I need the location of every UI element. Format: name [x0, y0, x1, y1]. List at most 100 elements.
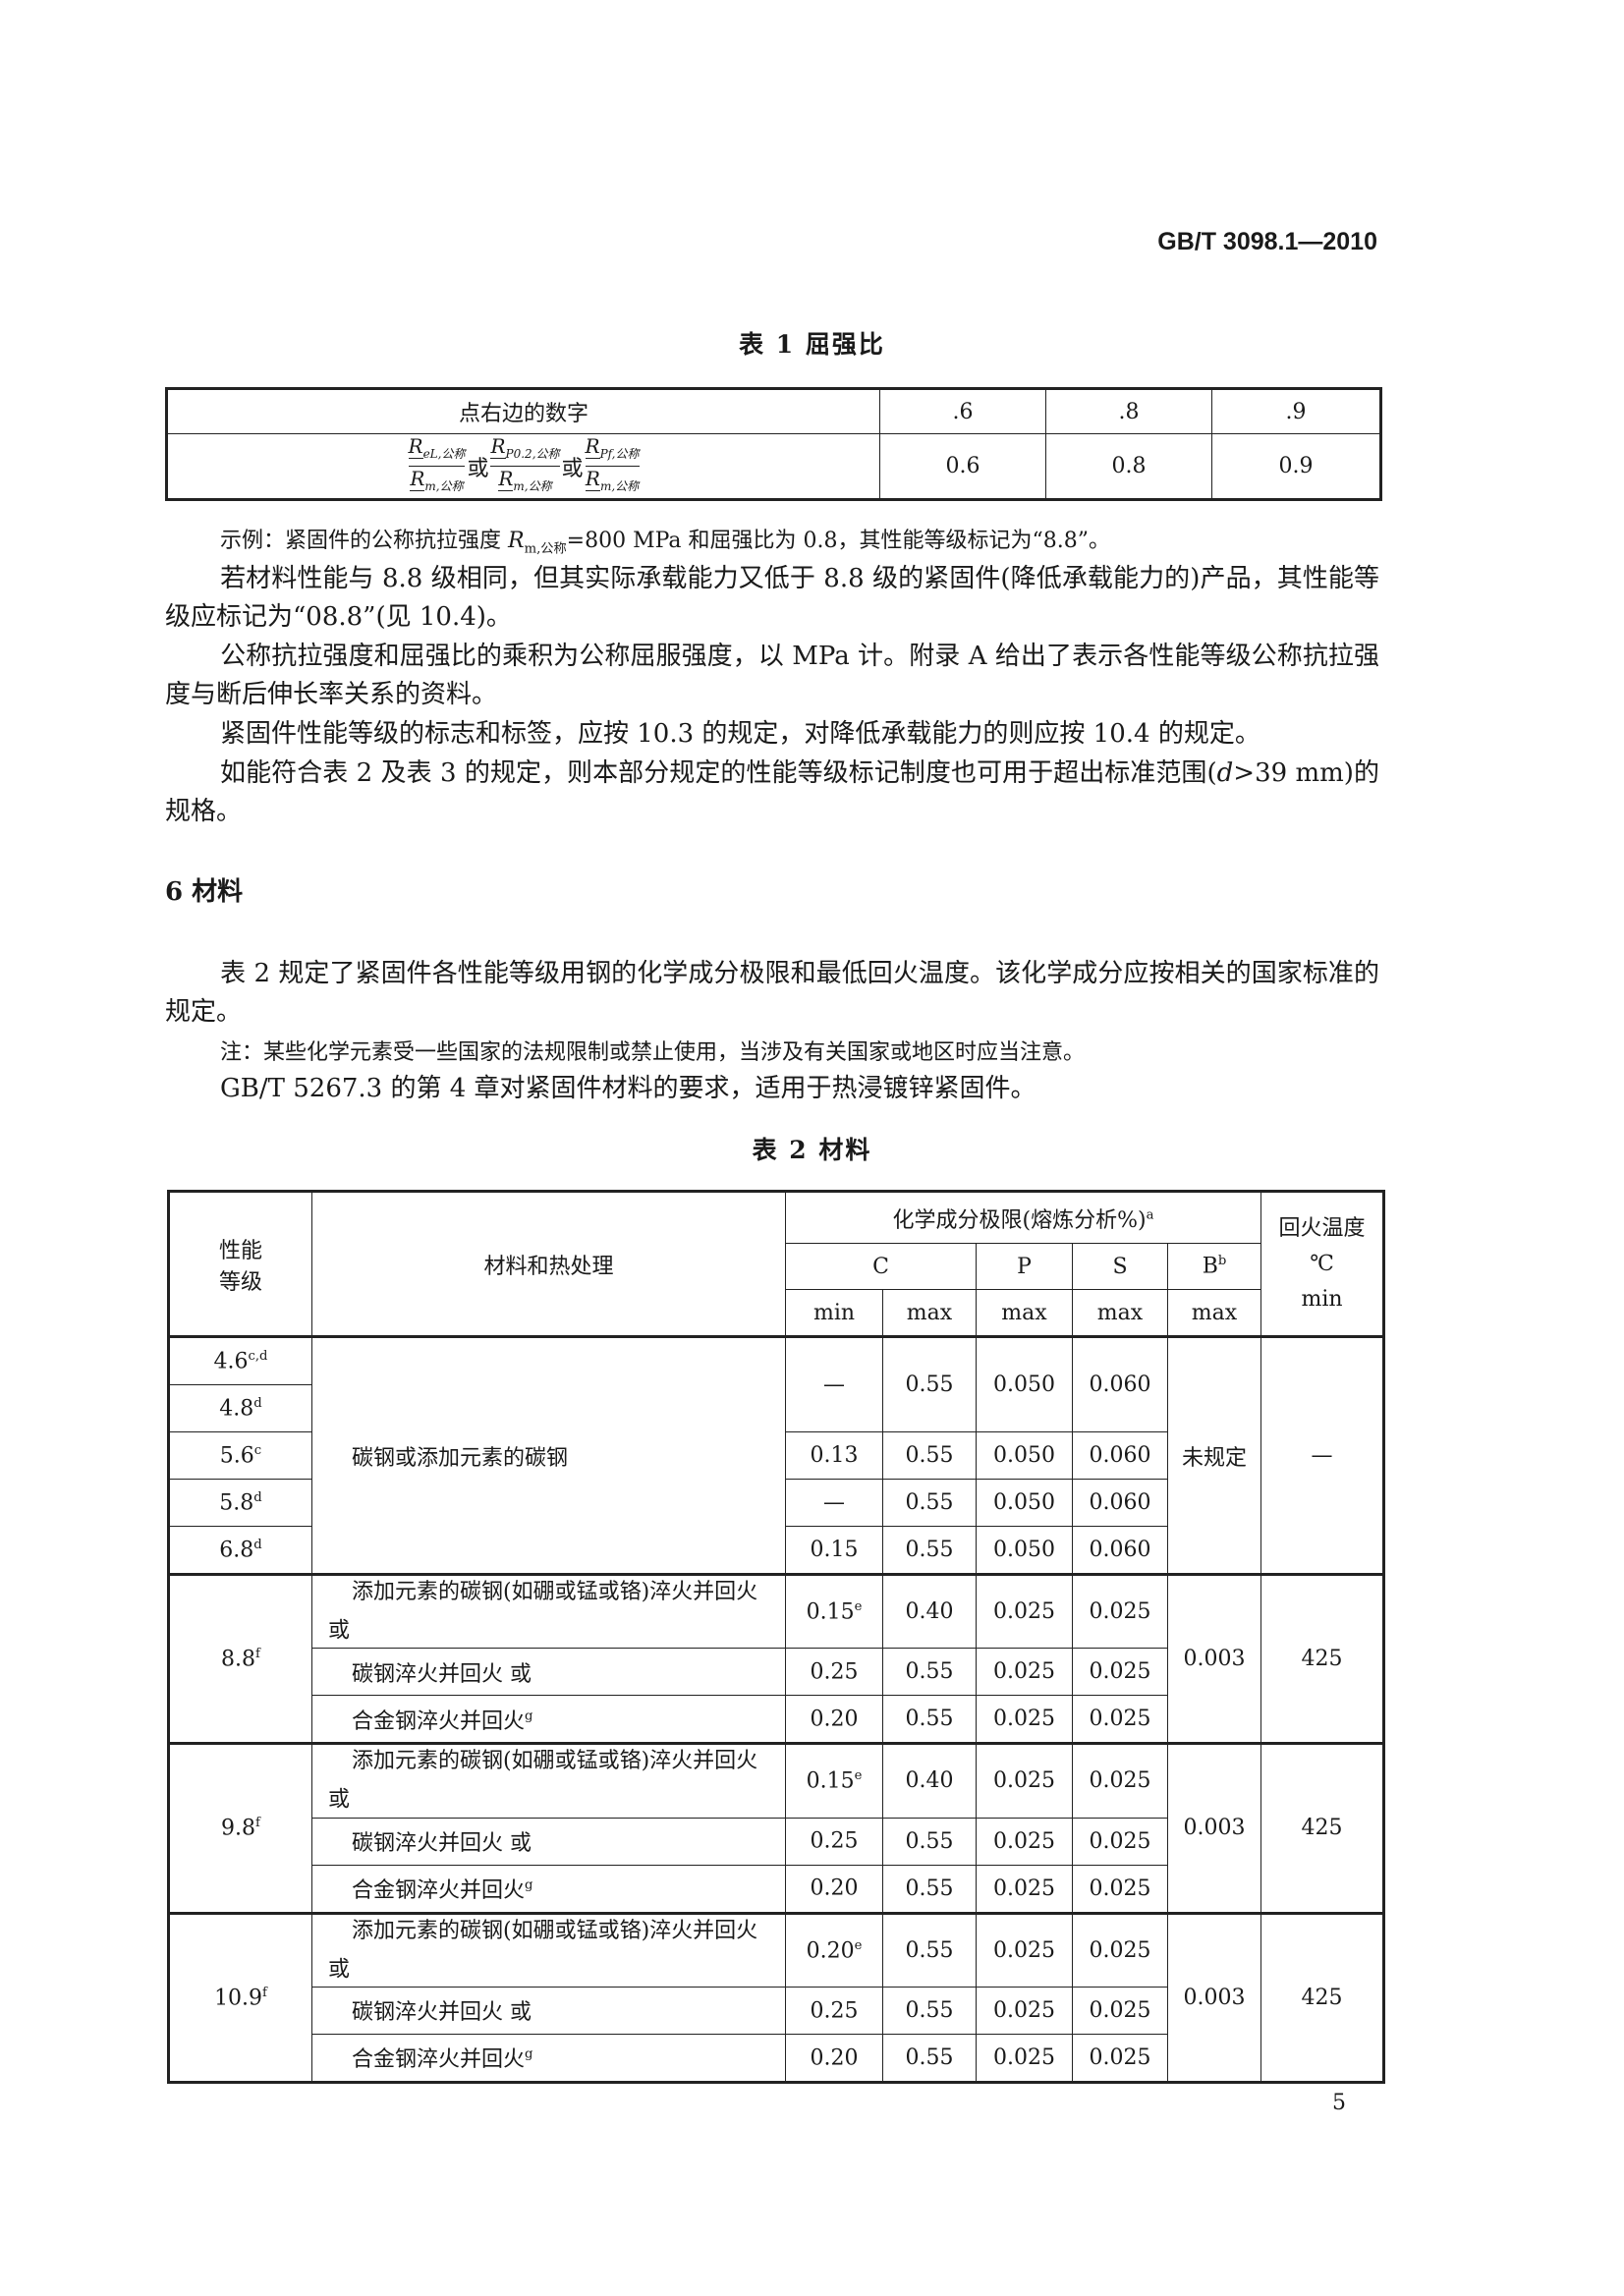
temp-min: 425 — [1260, 1742, 1384, 1914]
paragraph: 公称抗拉强度和屈强比的乘积为公称屈服强度，以 MPa 计。附录 A 给出了表示各… — [165, 642, 1379, 709]
p-max: 0.025 — [976, 1742, 1073, 1819]
header-b: Bb — [1167, 1243, 1261, 1290]
c-min: 0.25 — [785, 1986, 883, 2035]
row-label: 点右边的数字 — [166, 388, 880, 434]
header-chem: 化学成分极限(熔炼分析%)a — [785, 1191, 1261, 1244]
c-min: 0.15e — [785, 1572, 883, 1650]
table-row: 点右边的数字 .6 .8 .9 — [166, 388, 1381, 434]
c-max: 0.55 — [882, 1911, 977, 1988]
p-max: 0.025 — [976, 1648, 1073, 1697]
table-row: ReL,公称 Rm,公称或 RP0.2,公称 Rm,公称或 RPf,公称 Rm,公称 0.… — [166, 433, 1381, 500]
s-max: 0.025 — [1072, 1648, 1168, 1697]
c-max: 0.40 — [882, 1742, 977, 1819]
table-row: 合金钢淬火并回火g 0.20 0.55 0.025 0.025 — [169, 1695, 1384, 1745]
c-min: 0.15 — [785, 1526, 883, 1575]
grade: 6.8d — [168, 1526, 312, 1575]
c-max: 0.55 — [882, 1335, 977, 1432]
table-row: 4.6c,d 碳钢或添加元素的碳钢 — 0.55 0.050 0.060 未规定… — [168, 1335, 1384, 1575]
header-row: min max max max max — [169, 1289, 1384, 1337]
c-min: 0.13 — [785, 1431, 883, 1480]
p-max: 0.050 — [976, 1479, 1073, 1527]
header-row: C P S Bb — [169, 1243, 1384, 1290]
cell: 0.6 — [879, 433, 1046, 500]
table-row: 5.8d — 0.55 0.050 0.060 — [168, 1479, 1384, 1527]
p-max: 0.025 — [976, 1817, 1073, 1866]
p-max: 0.025 — [976, 1911, 1073, 1988]
c-max: 0.55 — [882, 1431, 977, 1480]
material: 碳钢淬火并回火 或 — [311, 1648, 786, 1697]
page-number: 5 — [1332, 2091, 1346, 2115]
cell: .8 — [1045, 388, 1212, 434]
table-row: 8.8f 添加元素的碳钢(如硼或锰或铬)淬火并回火 或 0.15e 0.40 0.025… — [168, 1572, 1384, 1745]
c-min: — — [785, 1335, 883, 1432]
p-max: 0.025 — [976, 2033, 1073, 2083]
p-max: 0.025 — [976, 1986, 1073, 2035]
p-max: 0.025 — [976, 1695, 1073, 1745]
header-max: max — [976, 1289, 1073, 1337]
header-max: max — [882, 1289, 977, 1337]
header-max: max — [1072, 1289, 1168, 1337]
p-max: 0.050 — [976, 1335, 1073, 1432]
section-6-heading: 6 材料 — [165, 877, 244, 907]
header-p: P — [976, 1243, 1073, 1290]
table-row: 9.8f 添加元素的碳钢(如硼或锰或铬)淬火并回火 或 0.15e 0.40 0.025… — [168, 1742, 1384, 1914]
s-max: 0.025 — [1072, 1572, 1168, 1650]
s-max: 0.025 — [1072, 2033, 1168, 2083]
c-min: 0.20 — [785, 1864, 883, 1914]
paragraph: GB/T 5267.3 的第 4 章对紧固件材料的要求，适用于热浸镀锌紧固件。 — [220, 1074, 1036, 1103]
c-min: 0.15e — [785, 1742, 883, 1819]
paragraph: 紧固件性能等级的标志和标签，应按 10.3 的规定，对降低承载能力的则应按 10… — [220, 719, 1260, 749]
table1-yield-ratio: 点右边的数字 .6 .8 .9 ReL,公称 Rm,公称或 RP0.2,公称 Rm,公… — [165, 387, 1382, 501]
table-row: 5.6c 0.13 0.55 0.050 0.060 — [168, 1431, 1384, 1480]
b-max: 0.003 — [1167, 1742, 1261, 1914]
header-s: S — [1072, 1243, 1168, 1290]
c-max: 0.55 — [882, 2033, 977, 2083]
c-min: 0.20 — [785, 1695, 883, 1745]
c-max: 0.55 — [882, 1526, 977, 1575]
c-min: 0.25 — [785, 1648, 883, 1697]
s-max: 0.025 — [1072, 1911, 1168, 1988]
material: 添加元素的碳钢(如硼或锰或铬)淬火并回火 或 — [311, 1742, 786, 1819]
c-max: 0.55 — [882, 1648, 977, 1697]
paragraph: 表 2 规定了紧固件各性能等级用钢的化学成分极限和最低回火温度。该化学成分应按相… — [165, 959, 1379, 1027]
cell: .6 — [879, 388, 1046, 434]
cell: .9 — [1211, 388, 1381, 434]
paragraph: 如能符合表 2 及表 3 的规定，则本部分规定的性能等级标记制度也可用于超出标准… — [165, 758, 1379, 826]
yield-ratio-formula: ReL,公称 Rm,公称或 RP0.2,公称 Rm,公称或 RPf,公称 Rm,公称 — [166, 433, 880, 500]
header-material: 材料和热处理 — [311, 1191, 786, 1337]
material: 合金钢淬火并回火g — [311, 2033, 786, 2083]
s-max: 0.025 — [1072, 1986, 1168, 2035]
c-max: 0.55 — [882, 1986, 977, 2035]
c-min: 0.20 — [785, 2033, 883, 2083]
b-max: 未规定 — [1167, 1335, 1261, 1575]
p-max: 0.025 — [976, 1572, 1073, 1650]
table-row: 碳钢淬火并回火 或 0.25 0.55 0.025 0.025 — [169, 1986, 1384, 2035]
header-grade: 性能等级 — [168, 1191, 312, 1337]
c-max: 0.55 — [882, 1817, 977, 1866]
example-text: 示例：紧固件的公称抗拉强度 Rm,公称=800 MPa 和屈强比为 0.8，其性… — [220, 529, 1110, 557]
table2-title: 表 2 材料 — [752, 1136, 872, 1164]
table-row: 碳钢淬火并回火 或 0.25 0.55 0.025 0.025 — [169, 1817, 1384, 1866]
grade: 5.6c — [168, 1431, 312, 1480]
c-min: — — [785, 1479, 883, 1527]
table2-materials: 性能等级 材料和热处理 化学成分极限(熔炼分析%)a 回火温度 ℃ min C P … — [167, 1190, 1385, 2084]
note: 注：某些化学元素受一些国家的法规限制或禁止使用，当涉及有关国家或地区时应当注意。 — [220, 1040, 1086, 1065]
grade: 8.8f — [168, 1572, 312, 1745]
s-max: 0.060 — [1072, 1431, 1168, 1480]
header-c: C — [785, 1243, 977, 1290]
c-max: 0.40 — [882, 1572, 977, 1650]
header-temp: 回火温度 ℃ min — [1260, 1191, 1384, 1337]
temp-min: 425 — [1260, 1911, 1384, 2083]
c-max: 0.55 — [882, 1695, 977, 1745]
s-max: 0.025 — [1072, 1817, 1168, 1866]
temp-min: — — [1260, 1335, 1384, 1575]
p-max: 0.025 — [976, 1864, 1073, 1914]
table-row: 合金钢淬火并回火g 0.20 0.55 0.025 0.025 — [169, 1864, 1384, 1914]
material: 添加元素的碳钢(如硼或锰或铬)淬火并回火 或 — [311, 1572, 786, 1650]
s-max: 0.025 — [1072, 1742, 1168, 1819]
material: 合金钢淬火并回火g — [311, 1695, 786, 1745]
p-max: 0.050 — [976, 1431, 1073, 1480]
material: 添加元素的碳钢(如硼或锰或铬)淬火并回火 或 — [311, 1911, 786, 1988]
table1-title: 表 1 屈强比 — [739, 330, 885, 359]
c-min: 0.25 — [785, 1817, 883, 1866]
